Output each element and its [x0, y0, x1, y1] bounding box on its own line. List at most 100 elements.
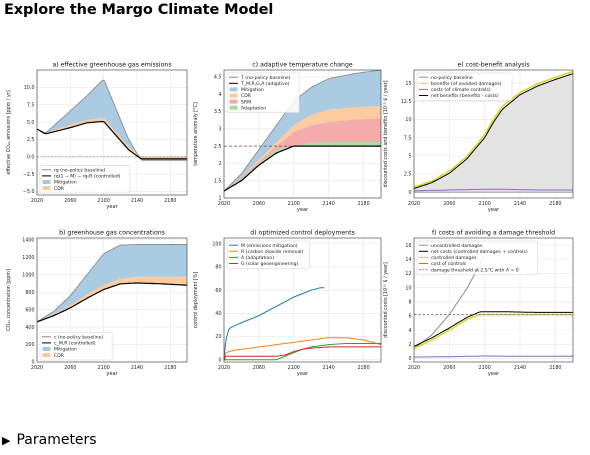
legend-swatch [229, 93, 238, 98]
figure-panels: a) effective greenhouse gas emissions202… [6, 62, 574, 377]
legend-swatch [42, 180, 51, 184]
y-tick-label: −2.5 [23, 172, 35, 178]
y-tick-label: 1 [218, 196, 221, 202]
line-costs [414, 188, 573, 192]
chart-title: a) effective greenhouse gas emissions [52, 62, 171, 69]
x-tick-label: 2140 [131, 198, 143, 204]
legend-entry: controlled damages [431, 255, 477, 261]
y-tick-label: 1000 [22, 272, 34, 278]
x-tick-label: 2020 [408, 201, 420, 207]
y-tick-label: 200 [25, 342, 34, 348]
x-tick-label: 2060 [253, 365, 265, 371]
x-axis-label: year [297, 371, 309, 377]
line-controlled [36, 282, 188, 323]
y-tick-label: 2 [408, 342, 411, 348]
legend-box [226, 72, 300, 113]
x-tick-label: 2180 [549, 365, 561, 371]
y-tick-label: 14 [405, 257, 411, 263]
y-axis-label: temperature anomaly [°C] [193, 102, 199, 166]
legend: c (no-policy baseline)c_M,R (controlled)… [39, 332, 113, 361]
y-tick-label: 7.5 [404, 135, 412, 141]
area-net-benefits [414, 73, 573, 193]
legend-entry: T_M,R,G,A (adaptive) [240, 81, 290, 87]
y-tick-label: 600 [25, 307, 34, 313]
x-tick-label: 2100 [98, 198, 110, 204]
x-axis-label: year [297, 207, 309, 213]
triangle-right-icon: ▶ [2, 434, 11, 447]
axes-frame [413, 69, 574, 199]
legend-entry: rq (no-policy baseline) [54, 168, 106, 174]
x-tick-label: 2020 [218, 201, 230, 207]
x-tick-label: 2140 [514, 201, 526, 207]
x-tick-label: 2180 [164, 198, 176, 204]
y-tick-label: 80 [215, 265, 221, 271]
x-tick-label: 2020 [31, 365, 43, 371]
y-tick-label: 1400 [22, 237, 34, 243]
legend-box [416, 72, 513, 101]
x-tick-label: 2180 [164, 365, 176, 371]
x-tick-label: 2060 [443, 365, 455, 371]
legend-entry: R (carbon dioxide removal) [241, 249, 304, 255]
y-tick-label: 0 [31, 360, 34, 366]
y-tick-label: 20 [215, 334, 221, 340]
y-tick-label: 10 [405, 117, 411, 123]
legend-entry: Mitigation [241, 87, 264, 93]
axes-frame [413, 237, 574, 363]
y-tick-label: 8 [408, 299, 411, 305]
area-mitigation [224, 70, 381, 192]
legend-entry: uncontrolled damages [431, 243, 483, 249]
x-tick-label: 2140 [131, 365, 143, 371]
x-axis-label: year [488, 371, 500, 377]
y-tick-label: 3 [218, 127, 221, 133]
legend-entry: Mitigation [54, 180, 77, 186]
legend-box [39, 332, 113, 361]
x-tick-label: 2100 [479, 201, 491, 207]
parameters-toggle[interactable]: ▶ Parameters [2, 432, 97, 448]
legend-entry: A (adaptation) [241, 255, 274, 261]
x-tick-label: 2020 [31, 198, 43, 204]
line-red [223, 346, 381, 360]
legend-entry: c (no-policy baseline) [54, 335, 103, 341]
y-tick-label: 2.5 [27, 137, 35, 143]
x-tick-label: 2060 [64, 365, 76, 371]
area-cdr [224, 106, 381, 192]
y-tick-label: 5 [408, 154, 411, 160]
legend-entry: costs (of climate controls) [431, 87, 491, 93]
legend-swatch [229, 99, 238, 104]
legend: T (no-policy baseline)T_M,R,G,A (adaptiv… [226, 72, 300, 113]
legend-box [226, 240, 310, 269]
y-tick-label: 7.5 [27, 102, 35, 108]
y-tick-label: 12 [405, 271, 411, 277]
line-yellow [414, 313, 573, 350]
x-axis-label: year [488, 207, 500, 213]
legend-entry: cost of controls [431, 261, 467, 267]
legend-box [416, 240, 538, 275]
y-tick-label: 40 [215, 311, 221, 317]
area-mitigation [37, 80, 187, 161]
y-axis-label: CO₂ₑ concentration [ppm] [6, 269, 12, 331]
legend-entry: SRM [241, 99, 251, 105]
x-tick-label: 2140 [514, 365, 526, 371]
line-blue [223, 287, 325, 360]
y-tick-label: 1200 [22, 255, 34, 261]
x-tick-label: 2020 [218, 365, 230, 371]
legend: rq (no-policy baseline)rq(1 − M) − rq₀R … [39, 165, 131, 194]
y-tick-label: 4 [408, 328, 411, 334]
x-tick-label: 2140 [323, 365, 335, 371]
line-controlled [36, 120, 187, 160]
legend-entry: Adaptation [241, 105, 266, 111]
legend-entry: net benefits (benefits - costs) [431, 93, 499, 99]
legend-entry: CDR [54, 186, 65, 192]
panel-e: e) cost-benefit analysis 2020 2060 2100 2140… [383, 62, 574, 213]
legend-swatch [42, 347, 51, 351]
x-tick-label: 2100 [288, 365, 300, 371]
y-tick-label: 6 [408, 314, 411, 320]
y-axis-label: discounted costs [10¹² $ / year] [383, 262, 389, 338]
x-tick-label: 2100 [288, 201, 300, 207]
legend-entry: M (emissions mitigation) [241, 243, 298, 249]
y-tick-label: 0 [218, 357, 221, 363]
x-axis-label: year [106, 371, 118, 377]
